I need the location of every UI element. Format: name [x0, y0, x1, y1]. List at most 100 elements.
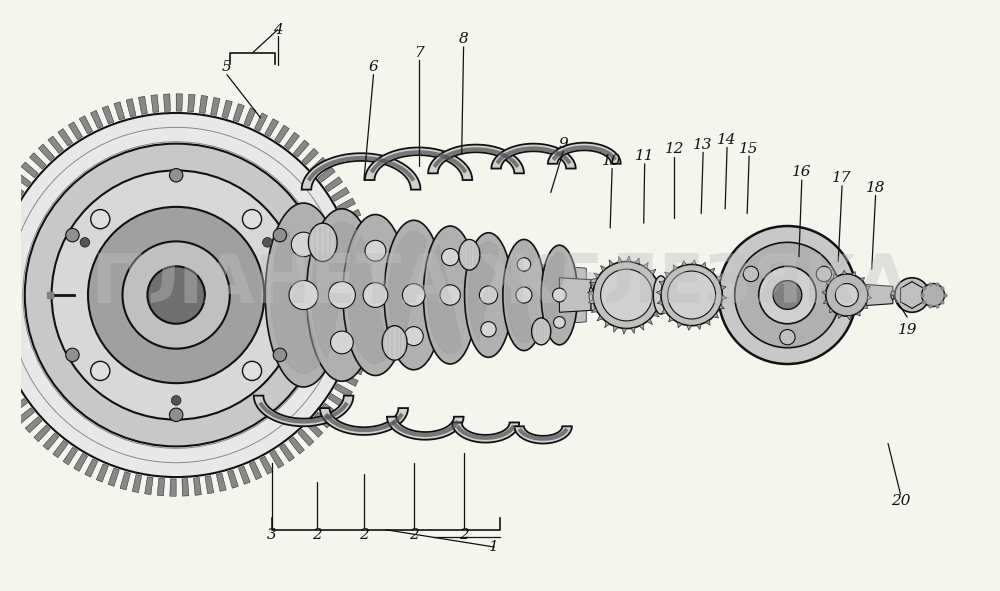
Polygon shape — [53, 440, 68, 458]
Polygon shape — [673, 265, 678, 270]
Circle shape — [402, 284, 425, 306]
Polygon shape — [682, 261, 687, 266]
Polygon shape — [559, 278, 591, 312]
Polygon shape — [721, 285, 726, 290]
Circle shape — [66, 348, 79, 362]
Polygon shape — [622, 328, 626, 335]
Text: 6: 6 — [369, 60, 378, 74]
Polygon shape — [375, 278, 414, 312]
Circle shape — [440, 285, 460, 305]
Polygon shape — [687, 325, 692, 330]
Polygon shape — [347, 221, 365, 233]
Ellipse shape — [423, 226, 477, 364]
Circle shape — [242, 210, 262, 229]
Polygon shape — [310, 157, 327, 173]
Polygon shape — [244, 108, 256, 126]
Polygon shape — [354, 245, 373, 255]
Polygon shape — [254, 395, 353, 426]
Ellipse shape — [665, 276, 680, 314]
Ellipse shape — [891, 291, 895, 299]
Circle shape — [25, 144, 328, 446]
Polygon shape — [427, 244, 462, 353]
Polygon shape — [348, 236, 389, 363]
Polygon shape — [126, 99, 136, 117]
Circle shape — [816, 267, 832, 281]
Polygon shape — [38, 144, 54, 161]
Polygon shape — [58, 129, 73, 146]
Polygon shape — [866, 284, 893, 306]
Polygon shape — [614, 326, 618, 332]
Polygon shape — [822, 290, 826, 295]
Polygon shape — [601, 265, 606, 271]
Polygon shape — [618, 256, 622, 262]
Polygon shape — [302, 148, 318, 165]
Ellipse shape — [465, 233, 512, 358]
Text: 3: 3 — [267, 528, 277, 541]
Polygon shape — [653, 312, 659, 317]
Circle shape — [263, 238, 272, 247]
Circle shape — [363, 282, 388, 307]
Text: 2: 2 — [459, 528, 468, 541]
Polygon shape — [320, 408, 408, 435]
Polygon shape — [656, 278, 662, 282]
Polygon shape — [720, 281, 740, 309]
Polygon shape — [357, 257, 375, 266]
Polygon shape — [34, 425, 50, 441]
Polygon shape — [0, 193, 18, 206]
Polygon shape — [657, 300, 662, 304]
Polygon shape — [650, 269, 656, 275]
Text: 12: 12 — [665, 142, 684, 157]
Polygon shape — [205, 476, 214, 493]
Polygon shape — [594, 273, 600, 278]
Polygon shape — [164, 94, 170, 112]
Polygon shape — [452, 423, 519, 443]
Polygon shape — [102, 106, 114, 124]
Polygon shape — [6, 182, 24, 196]
Polygon shape — [193, 478, 201, 495]
Polygon shape — [199, 95, 208, 113]
Polygon shape — [588, 300, 594, 304]
Polygon shape — [360, 295, 377, 301]
Polygon shape — [591, 308, 597, 313]
Circle shape — [743, 267, 759, 281]
Polygon shape — [182, 479, 189, 496]
Polygon shape — [157, 478, 165, 496]
Circle shape — [835, 284, 858, 307]
Text: 13: 13 — [693, 138, 713, 152]
Polygon shape — [656, 290, 661, 295]
Polygon shape — [589, 282, 595, 287]
Ellipse shape — [265, 203, 342, 387]
Text: 2: 2 — [312, 528, 322, 541]
Polygon shape — [659, 287, 665, 291]
Text: 10: 10 — [602, 154, 622, 168]
Polygon shape — [660, 295, 666, 300]
Polygon shape — [0, 379, 15, 392]
Polygon shape — [722, 295, 727, 300]
Text: 15: 15 — [739, 142, 759, 157]
Polygon shape — [635, 258, 639, 264]
Polygon shape — [591, 274, 615, 316]
Polygon shape — [626, 256, 631, 262]
Polygon shape — [334, 384, 352, 397]
Polygon shape — [856, 311, 860, 316]
Circle shape — [122, 241, 230, 349]
Polygon shape — [506, 254, 533, 342]
Polygon shape — [356, 330, 374, 339]
Ellipse shape — [653, 276, 669, 314]
Polygon shape — [151, 95, 159, 112]
Circle shape — [481, 322, 496, 337]
Polygon shape — [90, 111, 103, 129]
Circle shape — [273, 348, 287, 362]
Text: 1: 1 — [489, 540, 499, 554]
Polygon shape — [716, 277, 722, 281]
Polygon shape — [79, 116, 93, 134]
Polygon shape — [318, 167, 335, 182]
Polygon shape — [713, 313, 719, 318]
Circle shape — [516, 287, 532, 303]
Polygon shape — [701, 262, 706, 268]
Polygon shape — [331, 187, 349, 202]
Ellipse shape — [343, 215, 408, 375]
Circle shape — [922, 284, 945, 307]
Ellipse shape — [833, 290, 837, 300]
Circle shape — [88, 207, 264, 383]
